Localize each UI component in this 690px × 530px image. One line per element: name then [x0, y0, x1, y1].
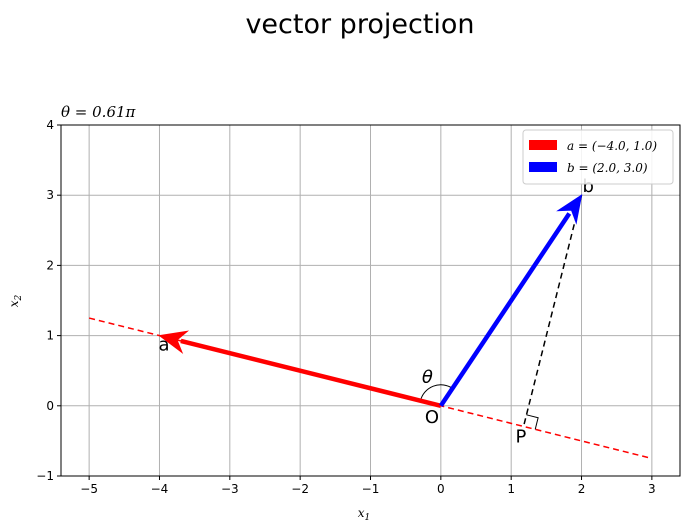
x-tick-label: 3	[648, 482, 656, 496]
y-tick-label: 2	[46, 258, 54, 272]
angle-label: θ	[422, 367, 433, 388]
legend-swatch-b	[529, 162, 557, 172]
legend-box	[522, 129, 674, 185]
y-tick-label: 4	[46, 118, 54, 132]
projection-line	[522, 195, 583, 427]
x-tick-label: 2	[578, 482, 586, 496]
vector-b-head	[556, 194, 583, 225]
y-tick-label: 3	[46, 188, 54, 202]
vector-b-shaft	[438, 212, 572, 408]
y-axis-label: x2	[7, 294, 24, 307]
vector-b-label: b	[583, 176, 594, 197]
x-tick-label: 1	[507, 482, 515, 496]
legend: a = (−4.0, 1.0) b = (2.0, 3.0)	[522, 129, 674, 185]
y-tick-label: 1	[46, 329, 54, 343]
projection-point-label: P	[516, 426, 527, 447]
x-tick-label: −5	[80, 482, 98, 496]
origin-label: O	[425, 407, 439, 428]
legend-swatch-a	[529, 140, 557, 150]
legend-label-b: b = (2.0, 3.0)	[567, 161, 648, 175]
line-through-a	[88, 317, 653, 460]
vector-a-shaft	[180, 338, 442, 408]
axis-ticks: −5 −4 −3 −2 −1 0 1 2 3 −1 0 1 2 3 4	[36, 118, 655, 496]
vector-a-head	[158, 330, 190, 355]
vector-a-label: a	[158, 335, 169, 356]
x-tick-label: −4	[151, 482, 169, 496]
x-tick-label: −1	[362, 482, 380, 496]
x-tick-label: −3	[221, 482, 239, 496]
plot-frame	[60, 124, 681, 477]
legend-label-a: a = (−4.0, 1.0)	[567, 139, 657, 153]
plot-marks: O Pθ a b	[88, 176, 653, 460]
right-angle-marker	[526, 414, 539, 430]
x-tick-label: −2	[291, 482, 309, 496]
chart-title: vector projection	[245, 9, 474, 40]
x-tick-label: 0	[437, 482, 445, 496]
y-tick-label: −1	[36, 469, 54, 483]
angle-arc	[419, 384, 453, 401]
x-axis-label: x1	[358, 506, 371, 523]
chart-subtitle: θ = 0.61π	[61, 103, 137, 121]
y-tick-label: 0	[46, 399, 54, 413]
